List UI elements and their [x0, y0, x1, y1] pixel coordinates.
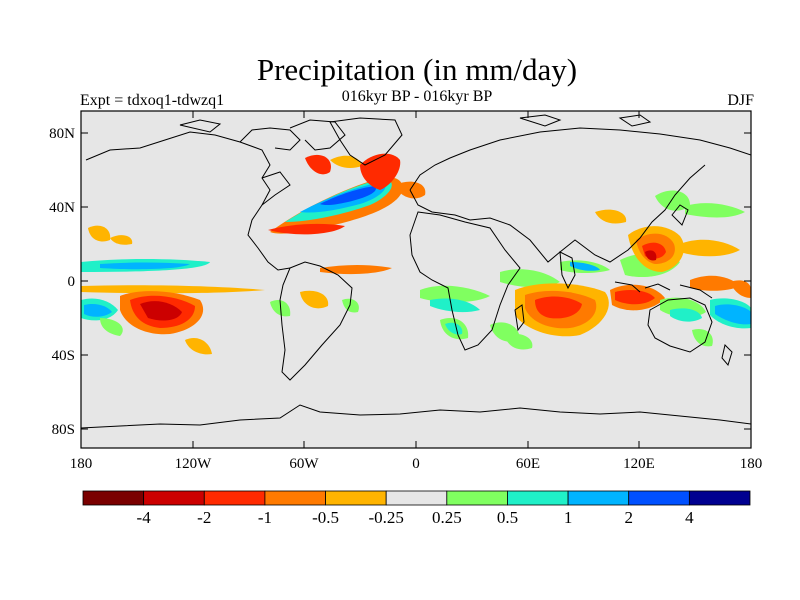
- period-subtitle: 016kyr BP - 016kyr BP: [341, 88, 493, 105]
- plot-title: Precipitation (in mm/day): [256, 52, 578, 87]
- longitude-ticks: [80, 111, 752, 448]
- colorbar-box-2: [203, 490, 266, 506]
- colorbar-label-7: 1: [564, 508, 573, 527]
- latitude-ticks: [81, 132, 751, 430]
- lat-label-80s: 80S: [52, 422, 75, 438]
- colorbar-label-4: -0.25: [368, 508, 403, 527]
- map-background: [81, 111, 751, 448]
- colorbar-label-5: 0.25: [432, 508, 462, 527]
- colorbar-label-6: 0.5: [497, 508, 518, 527]
- colorbar-label-9: 4: [685, 508, 694, 527]
- coastlines: [81, 114, 751, 429]
- lon-label-0: 0: [412, 456, 420, 472]
- colorbar-box-6: [446, 490, 508, 506]
- colorbar-box-1: [143, 490, 205, 506]
- colorbar-box-3: [264, 490, 326, 506]
- colorbar-box-4: [325, 490, 387, 506]
- lon-label-120e: 120E: [623, 456, 655, 472]
- lon-label-60e: 60E: [516, 456, 540, 472]
- colorbar-box-10: [688, 490, 751, 506]
- colorbar-box-9: [628, 490, 690, 506]
- colorbar-box-0: [82, 490, 145, 506]
- lon-label-180-west: 180: [70, 456, 93, 472]
- colorbar-label-1: -2: [197, 508, 211, 527]
- lat-label-0: 0: [68, 274, 76, 290]
- colorbar-label-3: -0.5: [312, 508, 339, 527]
- season-label: DJF: [727, 92, 754, 109]
- colorbar-box-8: [567, 490, 630, 506]
- colorbar-box-7: [507, 490, 569, 506]
- colorbar-label-2: -1: [258, 508, 272, 527]
- colorbar-label-0: -4: [137, 508, 152, 527]
- lon-label-120w: 120W: [175, 456, 213, 472]
- colorbar-box-5: [385, 490, 448, 506]
- lon-label-180-east: 180: [740, 456, 763, 472]
- precip-anomaly-field: [81, 153, 751, 355]
- lat-label-40s: 40S: [52, 348, 75, 364]
- colorbar-label-8: 2: [624, 508, 633, 527]
- colorbar: -4 -2 -1 -0.5 -0.25 0.25 0.5 1 2 4: [82, 490, 751, 527]
- lat-label-80n: 80N: [49, 126, 75, 142]
- lat-label-40n: 40N: [49, 200, 75, 216]
- experiment-label: Expt = tdxoq1-tdwzq1: [80, 92, 225, 109]
- lon-label-60w: 60W: [289, 456, 319, 472]
